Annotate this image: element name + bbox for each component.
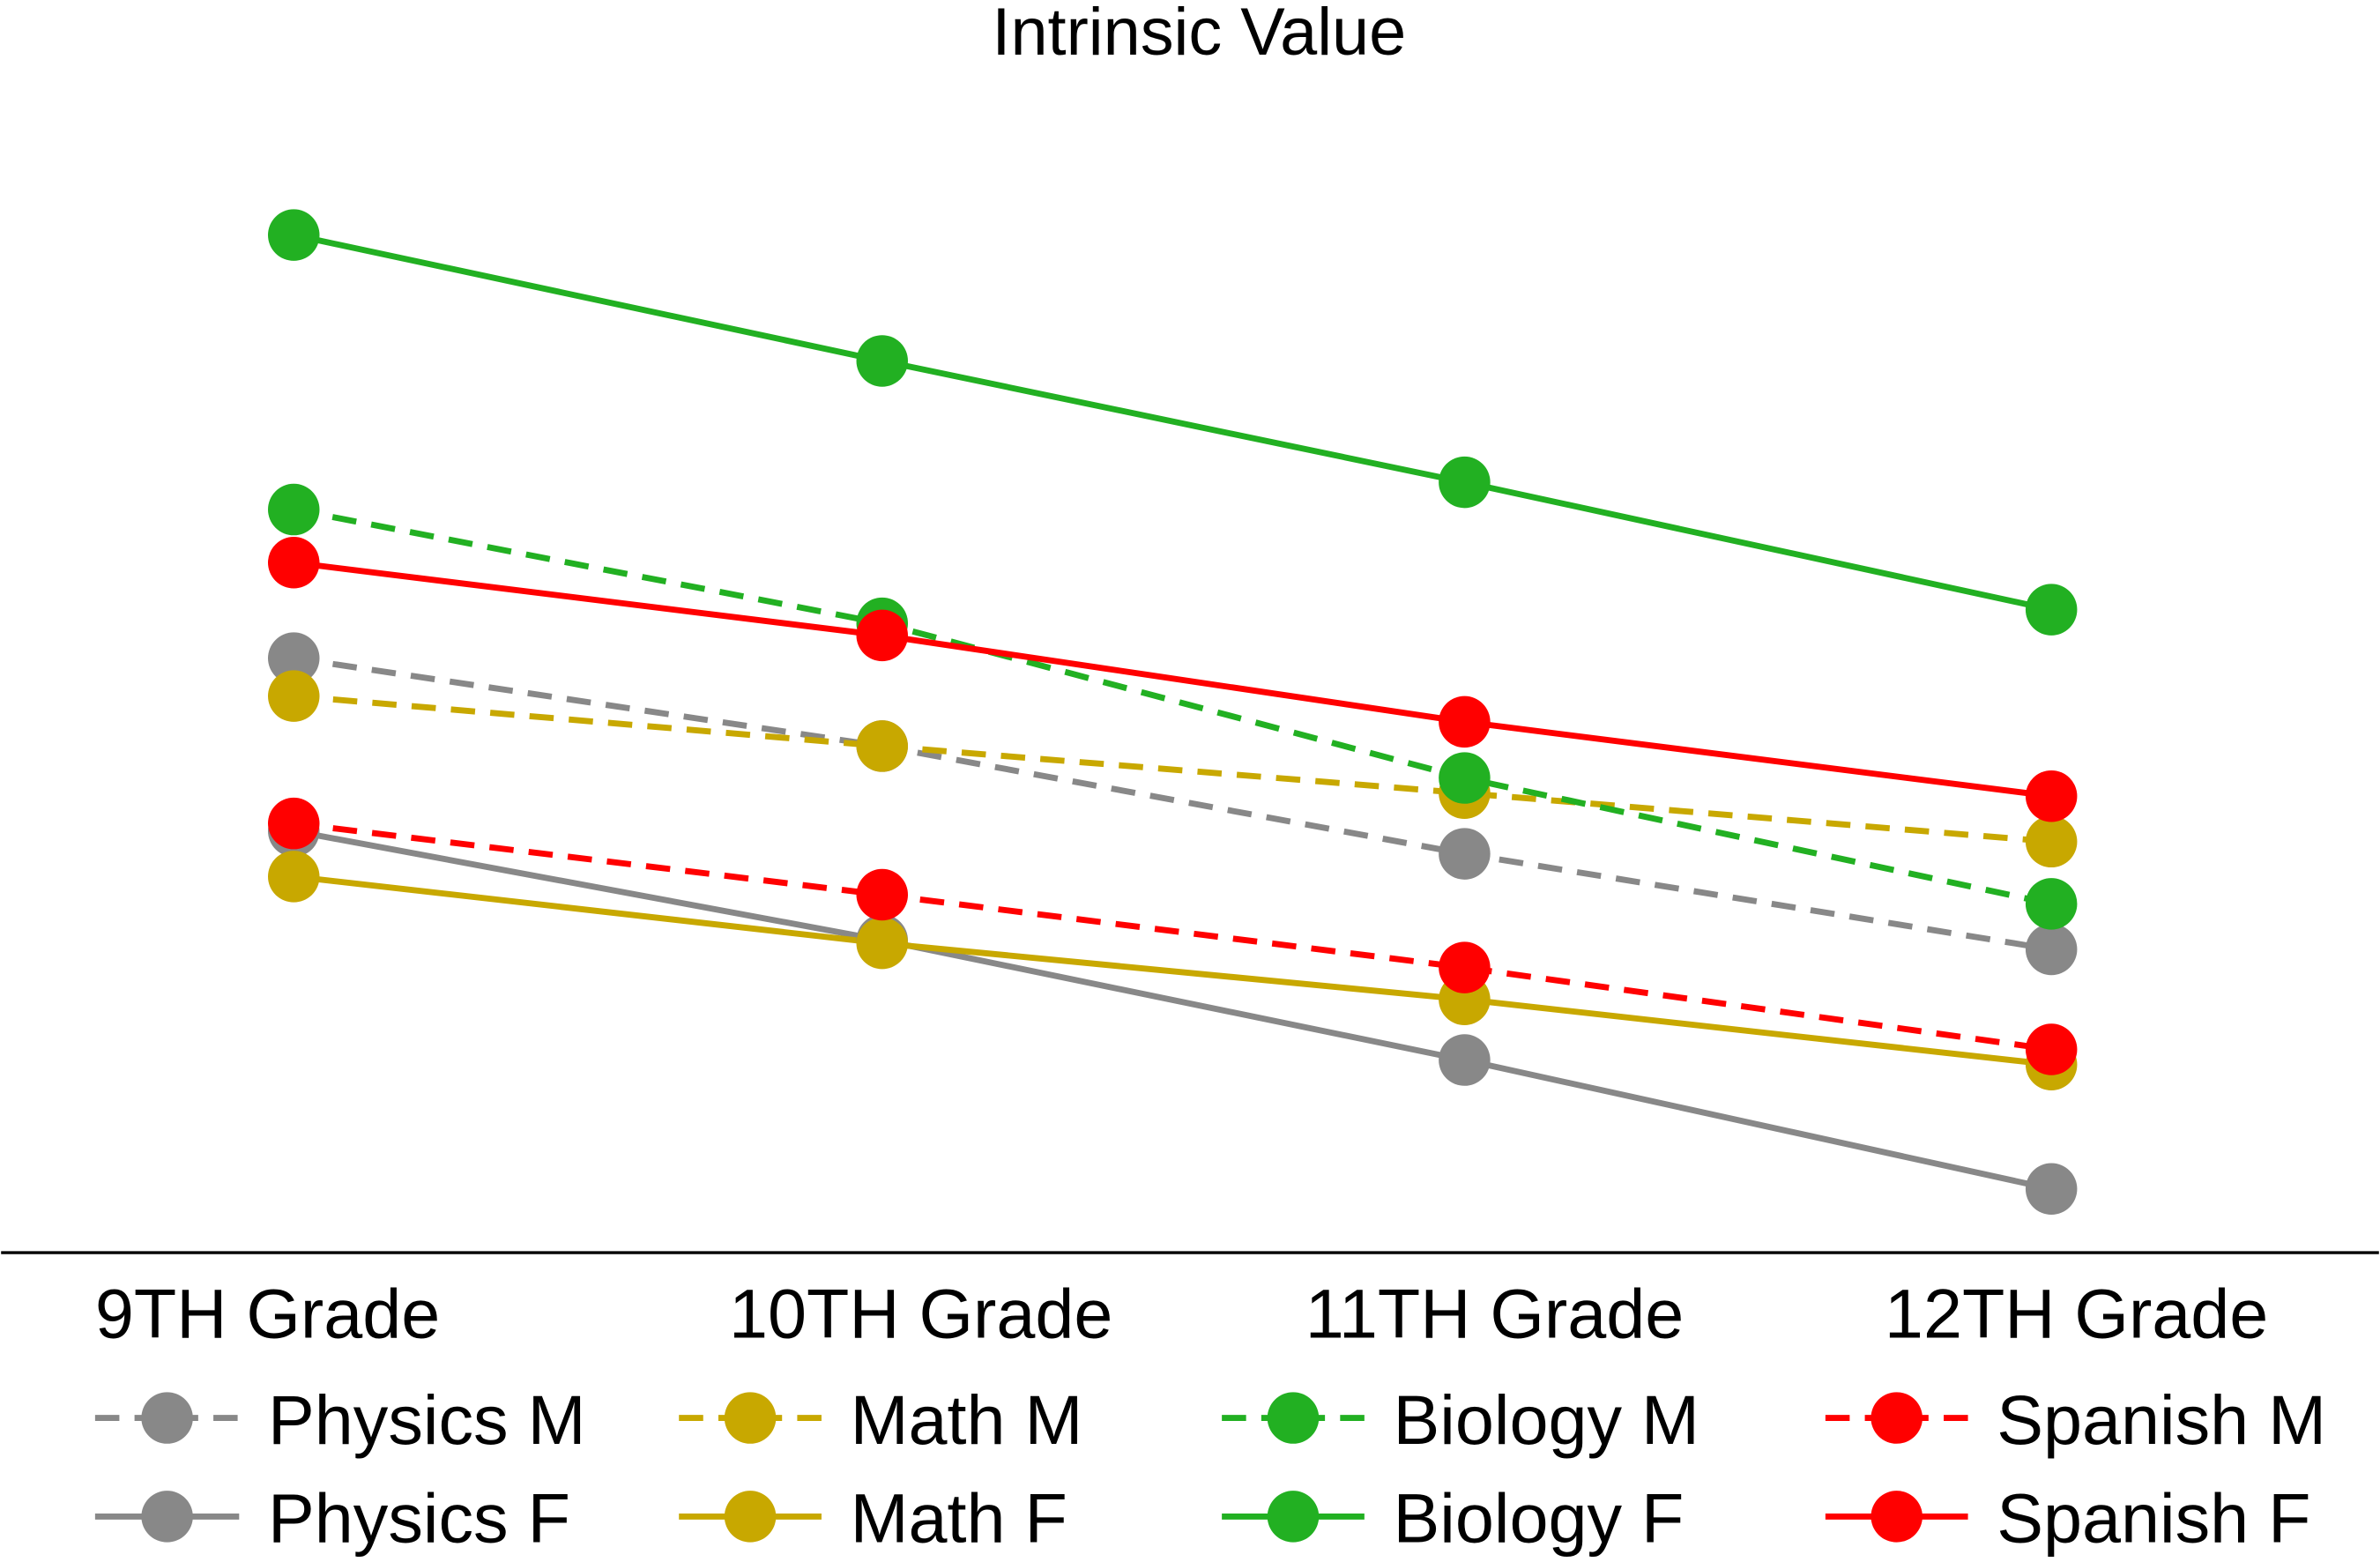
data-point-biology-m [2025,878,2078,930]
series-line-spanish-m [293,820,2052,1052]
data-point-spanish-f [856,609,909,662]
legend-item-physics-m: Physics M [94,1380,586,1459]
series-line-physics-f [293,828,2052,1193]
data-point-biology-m [1439,752,1491,804]
data-point-spanish-m [856,868,909,921]
data-point-physics-m [2025,923,2078,976]
series-line-biology-m [293,506,2052,907]
series-line-biology-f [293,232,2052,613]
data-point-physics-f [1439,1034,1491,1086]
legend-label: Math M [851,1380,1083,1459]
legend-item-biology-m: Biology M [1222,1380,1699,1459]
legend-item-spanish-m: Spanish M [1825,1380,2326,1459]
data-point-spanish-f [1439,695,1491,748]
legend-marker [1267,1491,1320,1543]
data-point-spanish-m [1439,941,1491,993]
data-point-math-m [2025,815,2078,868]
data-point-physics-m [1439,828,1491,880]
data-point-math-m [268,670,320,722]
legend-item-spanish-f: Spanish F [1825,1479,2311,1558]
legend-marker [1267,1392,1320,1444]
legend: Physics M Physics F Math M Math F Biology M B… [94,1380,2326,1558]
legend-label: Physics M [268,1380,586,1459]
legend-item-math-m: Math M [679,1380,1082,1459]
legend-item-math-f: Math F [679,1479,1067,1558]
data-point-biology-m [268,483,320,536]
data-point-spanish-m [268,797,320,850]
data-point-math-f [856,917,909,970]
legend-label: Biology F [1394,1479,1685,1558]
x-tick-labels: 9TH Grade 10TH Grade 11TH Grade 12TH Grade [95,1274,2268,1352]
data-point-math-m [856,720,909,772]
legend-marker [1871,1392,1923,1444]
plot-area [268,209,2078,1216]
legend-label: Math F [851,1479,1067,1558]
x-tick-label: 9TH Grade [95,1274,440,1352]
legend-marker [141,1491,193,1543]
series-line-math-f [293,873,2052,1068]
chart-title: Intrinsic Value [992,0,1406,70]
legend-marker [724,1392,777,1444]
data-point-physics-m [268,632,320,684]
x-tick-label: 11TH Grade [1305,1274,1685,1352]
legend-item-physics-f: Physics F [94,1479,570,1558]
legend-marker [1871,1491,1923,1543]
data-point-spanish-f [268,537,320,589]
data-point-biology-f [2025,584,2078,636]
data-point-spanish-f [2025,770,2078,822]
data-point-biology-f [1439,456,1491,509]
data-point-physics-f [2025,1163,2078,1216]
x-tick-label: 12TH Grade [1885,1274,2268,1352]
legend-label: Physics F [268,1479,570,1558]
series-line-math-m [293,693,2052,845]
legend-label: Spanish M [1997,1380,2326,1459]
legend-marker [141,1392,193,1444]
data-point-biology-f [268,209,320,261]
legend-item-biology-f: Biology F [1222,1479,1684,1558]
x-tick-label: 10TH Grade [729,1274,1112,1352]
legend-label: Biology M [1394,1380,1699,1459]
series-line-spanish-f [293,559,2052,800]
series-line-physics-m [293,655,2052,953]
data-point-math-f [268,851,320,903]
legend-label: Spanish F [1997,1479,2310,1558]
data-point-spanish-m [2025,1023,2078,1075]
data-point-biology-f [856,335,909,387]
legend-marker [724,1491,777,1543]
